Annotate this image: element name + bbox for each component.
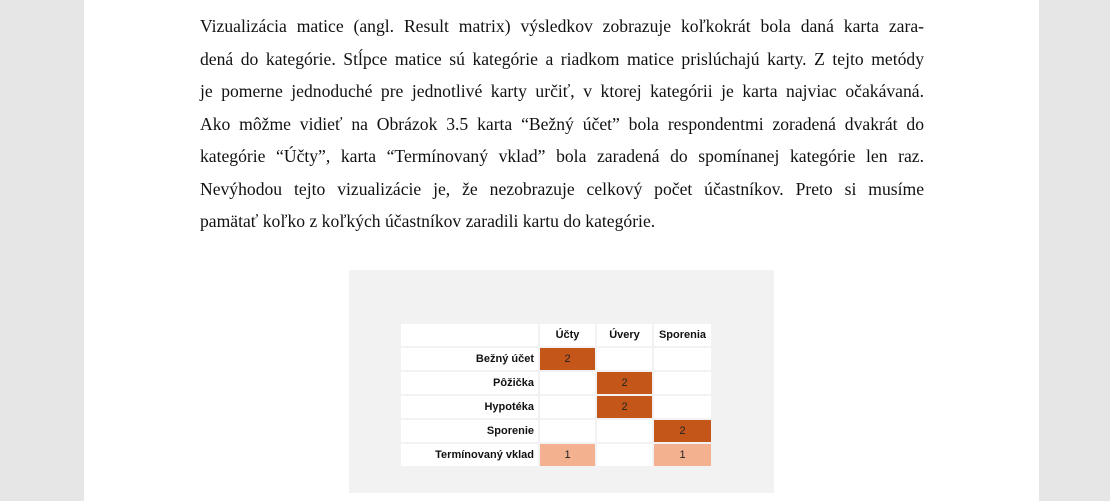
paragraph-line: Nevýhodou tejto vizualizácie je, že nezo… bbox=[200, 178, 924, 199]
column-header-ucty: Účty bbox=[540, 324, 595, 346]
matrix-cell: 1 bbox=[654, 444, 711, 466]
matrix-row: Pôžička 2 bbox=[401, 372, 711, 394]
matrix-cell bbox=[540, 420, 595, 442]
paragraph-line: Vizualizácia matice (angl. Result matrix… bbox=[200, 16, 924, 36]
paragraph-line: Ako môžme vidieť na Obrázok 3.5 karta “B… bbox=[200, 113, 924, 134]
matrix-cell bbox=[597, 420, 652, 442]
paragraph-line: pamätať koľko z koľkých účastníkov zarad… bbox=[200, 211, 656, 231]
matrix-cell bbox=[597, 444, 652, 466]
paragraph-line: kategórie “Účty”, karta “Termínovaný vkl… bbox=[200, 146, 924, 166]
matrix-row: Sporenie 2 bbox=[401, 420, 711, 442]
matrix-cell bbox=[597, 348, 652, 370]
matrix-row: Hypotéka 2 bbox=[401, 396, 711, 418]
row-header: Pôžička bbox=[401, 372, 538, 394]
matrix-cell: 1 bbox=[540, 444, 595, 466]
matrix-cell bbox=[540, 372, 595, 394]
matrix-cell: 2 bbox=[540, 348, 595, 370]
column-header-uvery: Úvery bbox=[597, 324, 652, 346]
matrix-corner-cell bbox=[401, 324, 538, 346]
matrix-cell: 2 bbox=[654, 420, 711, 442]
row-header: Sporenie bbox=[401, 420, 538, 442]
row-header: Hypotéka bbox=[401, 396, 538, 418]
matrix-cell bbox=[540, 396, 595, 418]
document-page: Vizualizácia matice (angl. Result matrix… bbox=[84, 0, 1039, 501]
paragraph-line: dená do kategórie. Stĺpce matice sú kate… bbox=[200, 48, 924, 69]
row-header: Termínovaný vklad bbox=[401, 444, 538, 466]
row-header: Bežný účet bbox=[401, 348, 538, 370]
matrix-row: Bežný účet 2 bbox=[401, 348, 711, 370]
matrix-cell: 2 bbox=[597, 396, 652, 418]
body-paragraph: Vizualizácia matice (angl. Result matrix… bbox=[200, 10, 924, 238]
matrix-cell: 2 bbox=[597, 372, 652, 394]
matrix-cell bbox=[654, 372, 711, 394]
matrix-cell bbox=[654, 396, 711, 418]
result-matrix-figure: Účty Úvery Sporenia Bežný účet 2 Pôžička… bbox=[349, 270, 774, 493]
matrix-cell bbox=[654, 348, 711, 370]
result-matrix-table: Účty Úvery Sporenia Bežný účet 2 Pôžička… bbox=[399, 322, 713, 468]
matrix-header-row: Účty Úvery Sporenia bbox=[401, 324, 711, 346]
matrix-row: Termínovaný vklad 1 1 bbox=[401, 444, 711, 466]
column-header-sporenia: Sporenia bbox=[654, 324, 711, 346]
paragraph-line: je pomerne jednoduché pre jednotlivé kar… bbox=[200, 81, 924, 101]
